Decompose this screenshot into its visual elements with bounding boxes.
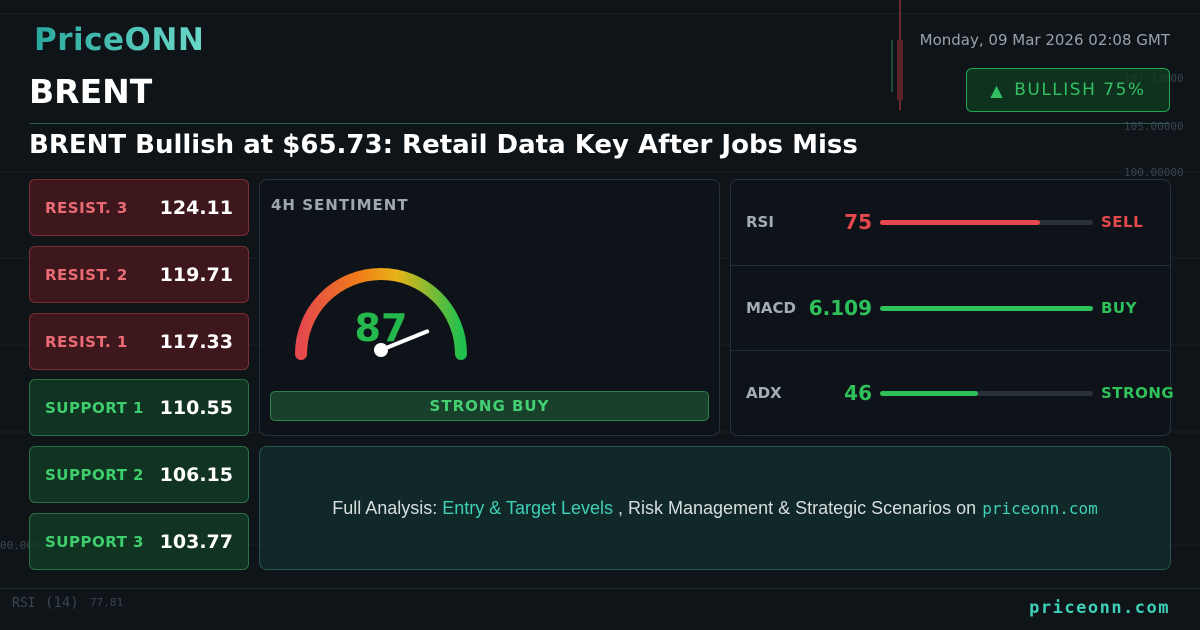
sentiment-gauge (295, 268, 467, 360)
level-value: 124.11 (159, 196, 233, 219)
indicator-row-adx: ADX 46 STRONG (731, 350, 1174, 435)
indicator-label: RSI (12, 596, 36, 611)
indicator-value: 75 (844, 210, 872, 234)
cta-highlight[interactable]: Entry & Target Levels (442, 497, 614, 518)
cta-middle: , Risk Management & Strategic Scenarios … (618, 497, 977, 518)
indicators-panel: RSI 75 SELL MACD 6.109 BUY ADX 46 STRONG (730, 179, 1174, 436)
indicator-signal: SELL (1101, 213, 1144, 231)
indicator-value: 46 (844, 381, 872, 405)
symbol-title: BRENT (29, 72, 153, 111)
bias-badge: ▲ BULLISH 75% (966, 68, 1170, 112)
gauge-arc (295, 268, 467, 360)
cta-prefix: Full Analysis: (332, 497, 438, 518)
level-value: 119.71 (159, 263, 233, 286)
level-value: 103.77 (159, 530, 233, 553)
level-label: SUPPORT 1 (45, 398, 144, 417)
priceonn-logo: PriceONN (34, 22, 205, 58)
sentiment-panel: 4H SENTIMENT 87 STRONG BUY (259, 179, 720, 436)
bias-label: BULLISH 75% (1014, 80, 1146, 100)
level-resist-3: RESIST. 3 124.11 (29, 179, 249, 236)
indicator-signal: STRONG (1101, 384, 1175, 402)
indicator-period: (14) (45, 595, 79, 611)
indicator-bar-fill (880, 391, 978, 396)
indicator-value: 6.109 (808, 296, 872, 320)
level-resist-2: RESIST. 2 119.71 (29, 246, 249, 303)
gauge-needle (379, 329, 430, 352)
indicator-signal: BUY (1101, 299, 1137, 317)
full-analysis-cta[interactable]: Full Analysis: Entry & Target Levels , R… (259, 446, 1171, 570)
level-label: SUPPORT 2 (45, 465, 144, 484)
indicator-bar (880, 306, 1093, 311)
level-value: 106.15 (159, 463, 233, 486)
level-resist-1: RESIST. 1 117.33 (29, 313, 249, 370)
indicator-bar-fill (880, 220, 1040, 225)
indicator-value: 77.81 (90, 596, 124, 609)
indicator-bar (880, 391, 1093, 396)
price-axis-label: 100.00000 (1124, 166, 1184, 179)
triangle-up-icon: ▲ (990, 80, 1005, 100)
level-label: RESIST. 1 (45, 332, 128, 351)
indicator-row-macd: MACD 6.109 BUY (731, 265, 1170, 350)
level-support-2: SUPPORT 2 106.15 (29, 446, 249, 503)
sentiment-value: 87 (354, 306, 408, 350)
level-support-1: SUPPORT 1 110.55 (29, 379, 249, 436)
sentiment-title: 4H SENTIMENT (271, 196, 409, 214)
indicator-bar-fill (880, 306, 1093, 311)
sentiment-label: STRONG BUY (270, 391, 709, 421)
footer-divider (0, 588, 1200, 589)
level-value: 117.33 (159, 330, 233, 353)
level-value: 110.55 (159, 396, 233, 419)
footer-site-link[interactable]: priceonn.com (1029, 598, 1170, 618)
indicator-name: MACD (746, 299, 796, 317)
level-label: RESIST. 3 (45, 198, 128, 217)
indicator-name: ADX (746, 384, 782, 402)
cta-site-link[interactable]: priceonn.com (982, 498, 1098, 518)
level-support-3: SUPPORT 3 103.77 (29, 513, 249, 570)
price-axis-label: 105.00000 (1124, 120, 1184, 133)
indicator-name: RSI (746, 213, 774, 231)
indicator-row-rsi: RSI 75 SELL (731, 180, 1170, 265)
datetime: Monday, 09 Mar 2026 02:08 GMT (919, 31, 1170, 49)
level-label: SUPPORT 3 (45, 532, 144, 551)
gauge-hub (374, 343, 388, 357)
indicator-bar (880, 220, 1093, 225)
headline: BRENT Bullish at $65.73: Retail Data Key… (29, 130, 858, 160)
header-divider (30, 123, 1170, 124)
level-label: RESIST. 2 (45, 265, 128, 284)
